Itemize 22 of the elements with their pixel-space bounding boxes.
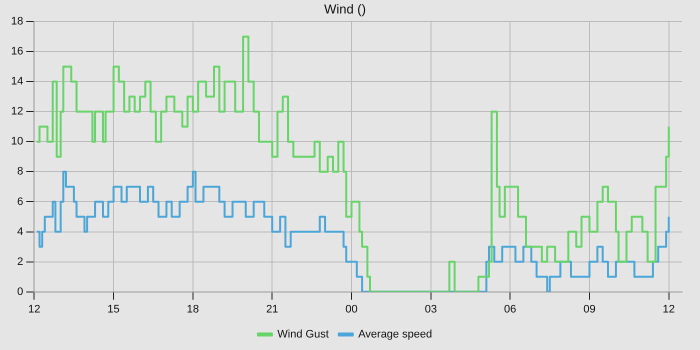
x-tick-label: 06 bbox=[504, 303, 516, 316]
x-tick-label: 21 bbox=[266, 303, 278, 316]
chart-title: Wind () bbox=[324, 1, 366, 16]
y-tick-label: 8 bbox=[17, 166, 24, 178]
legend-label: Wind Gust bbox=[277, 328, 329, 341]
y-tick-label: 0 bbox=[17, 286, 24, 298]
x-tick-label: 15 bbox=[107, 303, 120, 316]
y-tick-label: 18 bbox=[10, 16, 24, 28]
y-tick-label: 16 bbox=[10, 46, 24, 58]
y-tick-label: 14 bbox=[10, 76, 24, 88]
y-tick-label: 6 bbox=[17, 196, 24, 208]
y-tick-label: 12 bbox=[10, 106, 24, 118]
legend-label: Average speed bbox=[358, 328, 432, 341]
x-tick-label: 18 bbox=[186, 303, 199, 316]
x-tick-label: 12 bbox=[28, 303, 40, 316]
x-tick-label: 00 bbox=[345, 303, 358, 316]
x-tick-label: 12 bbox=[662, 303, 675, 316]
y-tick-label: 10 bbox=[10, 136, 24, 148]
x-tick-label: 03 bbox=[424, 303, 437, 316]
x-tick-label: 09 bbox=[583, 303, 596, 316]
y-tick-label: 2 bbox=[17, 256, 24, 268]
y-tick-label: 4 bbox=[17, 226, 24, 238]
